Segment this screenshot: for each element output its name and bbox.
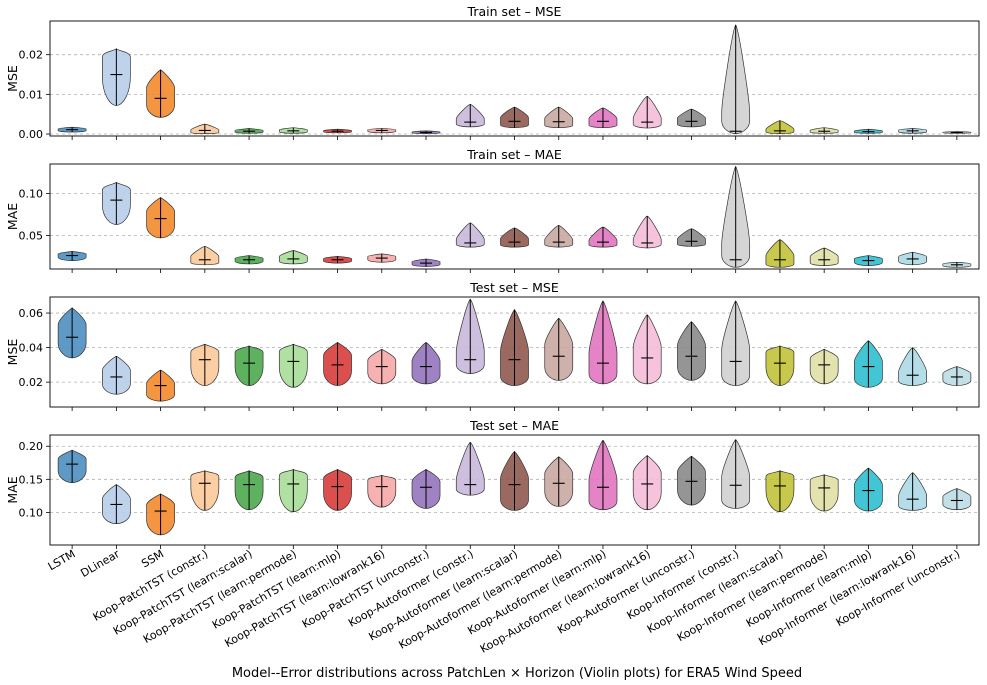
panel-1: 0.00 0.01 0.02 Train set – MSE MSE bbox=[5, 4, 980, 141]
y-axis-label: MSE bbox=[5, 65, 20, 92]
y-tick-label: 0.10 bbox=[19, 187, 44, 200]
panel-title: Test set – MAE bbox=[469, 418, 559, 433]
x-tick-label: DLinear bbox=[78, 547, 122, 580]
panel-2: 0.05 0.10 Train set – MAE MAE bbox=[5, 147, 980, 273]
y-tick-label: 0.02 bbox=[19, 376, 44, 389]
y-tick-label: 0.05 bbox=[19, 229, 44, 242]
y-axis-label: MAE bbox=[5, 476, 20, 503]
y-tick-label: 0.02 bbox=[19, 49, 44, 62]
y-tick-label: 0.06 bbox=[19, 307, 44, 320]
panel-4: 0.10 0.15 0.20 Test set – MAE MAE bbox=[5, 418, 980, 549]
y-tick-label: 0.00 bbox=[19, 128, 44, 141]
panels-group: 0.00 0.01 0.02 Train set – MSE MSE 0.05 0.10 Tr… bbox=[5, 4, 980, 549]
y-tick-label: 0.10 bbox=[19, 506, 44, 519]
y-axis-label: MAE bbox=[5, 203, 20, 230]
panel-title: Test set – MSE bbox=[469, 280, 559, 295]
y-tick-label: 0.15 bbox=[19, 473, 44, 486]
panel-title: Train set – MSE bbox=[467, 4, 562, 19]
panel-3: 0.02 0.04 0.06 Test set – MSE MSE bbox=[5, 280, 980, 411]
panel-frame bbox=[49, 163, 980, 270]
x-tick-label: LSTM bbox=[46, 547, 78, 573]
x-tick-label: SSM bbox=[139, 547, 166, 570]
y-axis-label: MSE bbox=[5, 339, 20, 366]
panel-title: Train set – MAE bbox=[466, 147, 562, 162]
y-tick-label: 0.20 bbox=[19, 440, 44, 453]
y-tick-label: 0.01 bbox=[19, 88, 44, 101]
y-tick-label: 0.04 bbox=[19, 342, 44, 355]
x-axis-label: Model--Error distributions across PatchL… bbox=[232, 666, 802, 681]
